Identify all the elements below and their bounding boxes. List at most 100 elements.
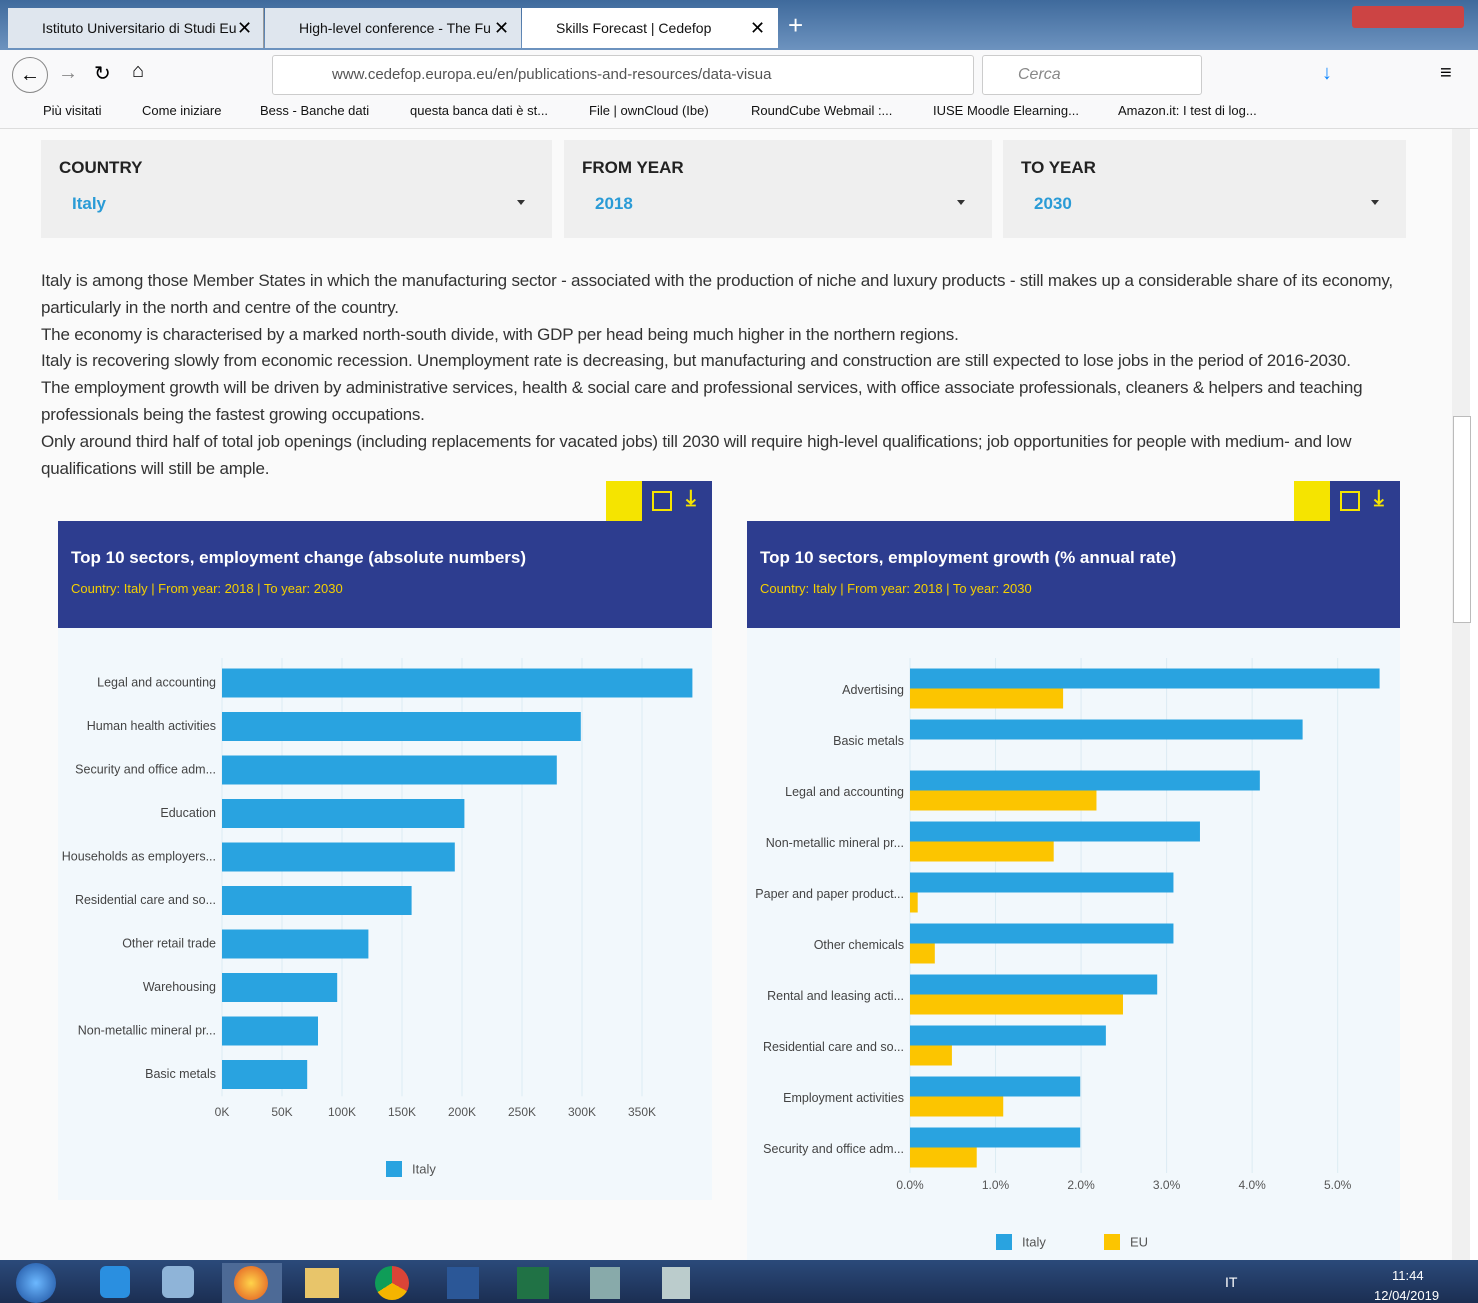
bookmark[interactable]: File | ownCloud (Ibe) [589, 103, 709, 118]
bar [910, 893, 918, 913]
tab[interactable]: Istituto Universitario di Studi Eu [8, 8, 264, 48]
bookmark[interactable]: questa banca dati è st... [410, 103, 548, 118]
bookmark[interactable]: Bess - Banche dati [260, 103, 369, 118]
y-tick-label: Warehousing [143, 980, 216, 994]
scrollbar[interactable] [1452, 129, 1470, 1260]
x-tick-label: 1.0% [982, 1178, 1010, 1192]
taskbar-app[interactable] [517, 1267, 549, 1299]
legend-label: Italy [1022, 1234, 1046, 1249]
bar [910, 689, 1063, 709]
download-chart-button[interactable]: ⤓ [1374, 485, 1384, 511]
filter-value: 2030 [1034, 194, 1072, 214]
filter-label: TO YEAR [1021, 158, 1096, 178]
bar [910, 842, 1054, 862]
taskbar-app[interactable] [234, 1266, 268, 1300]
x-tick-label: 250K [508, 1105, 536, 1119]
tab-active[interactable]: Skills Forecast | Cedefop [522, 8, 778, 48]
y-tick-label: Residential care and so... [763, 1040, 904, 1054]
legend-swatch [1104, 1234, 1120, 1250]
table-view-button[interactable] [652, 491, 672, 511]
taskbar-app[interactable] [662, 1267, 690, 1299]
legend-label: EU [1130, 1234, 1148, 1249]
bar [910, 1148, 977, 1168]
x-tick-label: 100K [328, 1105, 356, 1119]
download-button[interactable]: ↓ [1322, 62, 1332, 85]
y-tick-label: Advertising [842, 683, 904, 697]
y-tick-label: Security and office adm... [763, 1142, 904, 1156]
to-year-filter[interactable]: TO YEAR 2030 [1003, 140, 1406, 238]
bar [910, 771, 1260, 791]
y-tick-label: Paper and paper product... [755, 887, 904, 901]
bar [910, 791, 1096, 811]
bar [910, 1046, 952, 1066]
forward-button[interactable]: → [58, 62, 78, 85]
bookmark[interactable]: Come iniziare [142, 103, 221, 118]
bar [910, 1077, 1080, 1097]
paragraph: Italy is recovering slowly from economic… [41, 348, 1411, 375]
y-tick-label: Legal and accounting [785, 785, 904, 799]
tab[interactable]: High-level conference - The Fu [265, 8, 521, 48]
bar [222, 756, 557, 785]
legend-swatch [386, 1161, 402, 1177]
y-tick-label: Basic metals [145, 1067, 216, 1081]
taskbar-app[interactable] [162, 1266, 194, 1298]
chart-title: Top 10 sectors, employment growth (% ann… [760, 548, 1176, 568]
home-button[interactable]: ⌂ [132, 60, 144, 83]
y-tick-label: Basic metals [833, 734, 904, 748]
taskbar-app[interactable] [305, 1268, 339, 1298]
start-button[interactable] [16, 1263, 56, 1303]
y-tick-label: Other chemicals [814, 938, 904, 952]
y-tick-label: Education [160, 806, 216, 820]
scrollbar-thumb[interactable] [1453, 416, 1471, 623]
reload-button[interactable]: ↻ [94, 61, 111, 86]
table-view-button[interactable] [1340, 491, 1360, 511]
x-tick-label: 3.0% [1153, 1178, 1181, 1192]
filter-value: Italy [72, 194, 106, 214]
back-button[interactable]: ← [12, 57, 48, 93]
tab-close[interactable]: ✕ [237, 18, 252, 39]
bar [222, 843, 455, 872]
description: Italy is among those Member States in wh… [41, 268, 1411, 482]
search-bar[interactable] [982, 55, 1202, 95]
x-tick-label: 0.0% [896, 1178, 924, 1192]
language-indicator[interactable]: IT [1225, 1274, 1237, 1290]
taskbar-app[interactable] [590, 1267, 620, 1299]
bar [222, 886, 412, 915]
bar [910, 1026, 1106, 1046]
y-tick-label: Households as employers... [62, 849, 216, 863]
bar [222, 669, 692, 698]
taskbar-app[interactable] [447, 1267, 479, 1299]
taskbar-app[interactable] [375, 1266, 409, 1300]
y-tick-label: Other retail trade [122, 936, 216, 950]
legend-swatch [996, 1234, 1012, 1250]
chart-view-button[interactable] [606, 481, 642, 521]
chart: 0K50K100K150K200K250K300K350KLegal and a… [58, 628, 712, 1200]
chart-view-button[interactable] [1294, 481, 1330, 521]
bookmark[interactable]: Più visitati [43, 103, 102, 118]
bookmark[interactable]: Amazon.it: I test di log... [1118, 103, 1257, 118]
tab-close[interactable]: ✕ [750, 18, 765, 39]
search-placeholder: Cerca [1018, 66, 1061, 84]
chart-header: Top 10 sectors, employment growth (% ann… [747, 521, 1400, 628]
clock-date[interactable]: 12/04/2019 [1374, 1288, 1439, 1303]
clock-time[interactable]: 11:44 [1392, 1268, 1424, 1283]
x-tick-label: 2.0% [1067, 1178, 1095, 1192]
bar [910, 924, 1173, 944]
bar [222, 973, 337, 1002]
x-tick-label: 150K [388, 1105, 416, 1119]
window-controls[interactable] [1352, 6, 1464, 28]
chart-subtitle: Country: Italy | From year: 2018 | To ye… [71, 581, 343, 596]
menu-button[interactable]: ≡ [1440, 62, 1452, 85]
taskbar-app[interactable] [100, 1266, 130, 1298]
bookmark[interactable]: RoundCube Webmail :... [751, 103, 892, 118]
bar [910, 873, 1173, 893]
chart: 0.0%1.0%2.0%3.0%4.0%5.0%AdvertisingBasic… [747, 628, 1400, 1260]
bar [222, 712, 581, 741]
x-tick-label: 5.0% [1324, 1178, 1352, 1192]
tab-close[interactable]: ✕ [494, 18, 509, 39]
bookmark[interactable]: IUSE Moodle Elearning... [933, 103, 1079, 118]
download-chart-button[interactable]: ⤓ [686, 485, 696, 511]
new-tab[interactable]: + [788, 10, 803, 41]
